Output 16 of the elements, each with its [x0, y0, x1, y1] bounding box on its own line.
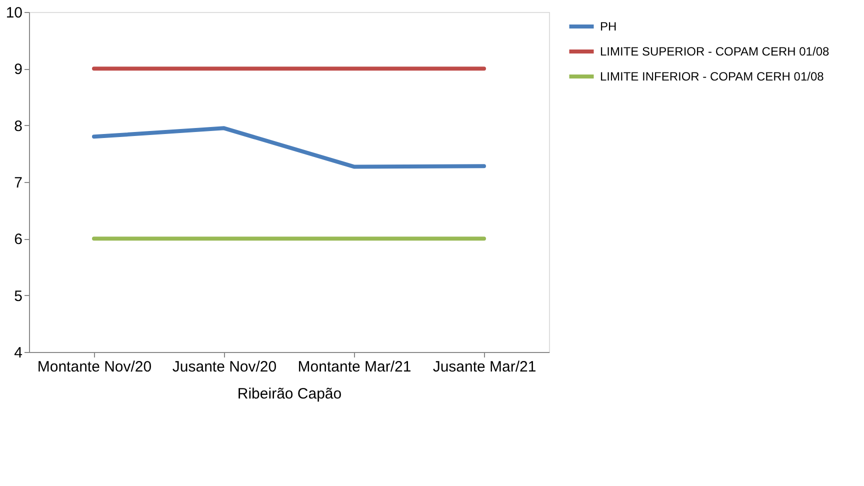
legend-label: LIMITE INFERIOR - COPAM CERH 01/08 [600, 70, 824, 84]
y-tick-label: 9 [14, 61, 22, 78]
legend-label: PH [600, 20, 617, 34]
y-tick-label: 10 [6, 4, 22, 22]
x-tick-label: Montante Nov/20 [37, 358, 152, 376]
x-tick-label: Montante Mar/21 [298, 358, 412, 376]
x-tick-label: Jusante Nov/20 [172, 358, 277, 376]
y-tick-label: 7 [14, 174, 22, 192]
x-axis-title: Ribeirão Capão [237, 386, 342, 402]
legend-label: LIMITE SUPERIOR - COPAM CERH 01/08 [600, 44, 830, 58]
y-tick-label: 4 [14, 344, 22, 362]
x-tick-label: Jusante Mar/21 [432, 358, 536, 376]
y-tick-label: 5 [14, 288, 22, 305]
line-series [92, 126, 486, 169]
y-tick-label: 8 [14, 118, 22, 135]
y-tick-label: 6 [14, 231, 22, 248]
